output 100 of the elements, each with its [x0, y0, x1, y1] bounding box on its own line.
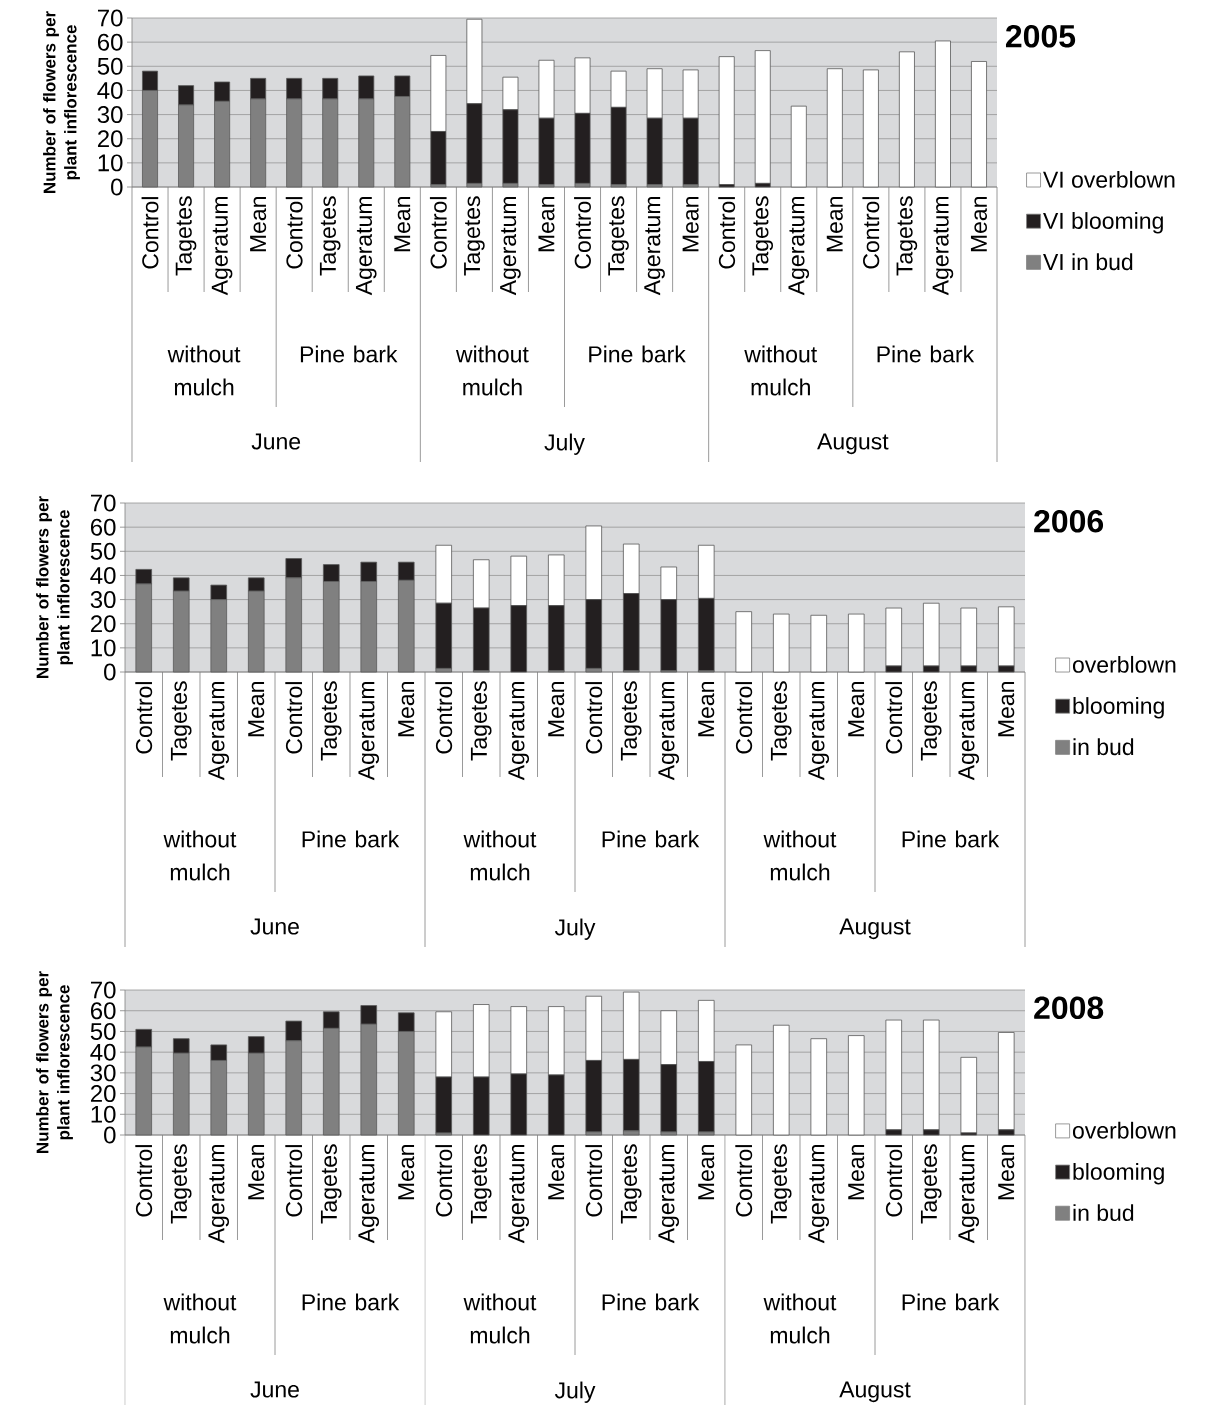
x-tick-label: Mean: [998, 1145, 1015, 1200]
x-tick-label: Control: [285, 197, 303, 269]
text: Pine bark: [589, 345, 686, 363]
y-tick-label: 10: [91, 639, 116, 657]
chart-title: 2008: [1034, 996, 1104, 1020]
x-tick-label: Mean: [548, 682, 565, 737]
y-axis-title: Number of flowers per plant inflorescence: [43, 11, 80, 193]
text: August: [839, 1381, 911, 1403]
x-tick-label: Ageratum: [808, 682, 830, 781]
x-tick-label: Control: [585, 1145, 603, 1217]
text: July: [554, 1381, 596, 1403]
text: Pine bark: [302, 830, 400, 848]
x-tick-label: Control: [735, 682, 753, 754]
text: without mulch: [463, 1293, 537, 1344]
x-tick-label: Tagetes: [470, 681, 492, 761]
y-tick-label: 30: [90, 1064, 116, 1082]
legend-label: blooming: [1073, 1162, 1164, 1185]
x-tick-label: Ageratum: [958, 1145, 980, 1244]
x-tick-label: Control: [862, 197, 880, 269]
bar: [826, 68, 843, 188]
bar: [754, 50, 771, 184]
bar: [898, 51, 915, 188]
y-tick-label: 40: [90, 566, 116, 584]
y-tick-label: 60: [90, 1002, 116, 1020]
bar: [971, 61, 987, 188]
x-tick-label: Mean: [394, 197, 411, 252]
x-tick-label: Mean: [970, 197, 987, 252]
x-tick-label: Tagetes: [896, 196, 918, 276]
x-tick-label: Control: [429, 197, 447, 269]
legend-label: overblown: [1072, 655, 1176, 673]
bar: [847, 613, 865, 673]
legend-label: VI in bud: [1043, 253, 1133, 271]
x-tick-label: Ageratum: [500, 197, 521, 296]
x-tick-label: Control: [285, 682, 303, 754]
y-tick-label: 20: [90, 615, 116, 633]
y-tick-label: 40: [90, 1043, 116, 1061]
x-tick-label: Control: [435, 1145, 453, 1217]
x-tick-label: Ageratum: [358, 1145, 380, 1244]
x-tick-label: Mean: [826, 197, 843, 252]
y-tick-label: 60: [90, 518, 116, 536]
y-tick-label: 10: [98, 154, 123, 172]
bar: [790, 105, 807, 188]
x-tick-label: Mean: [250, 197, 267, 252]
x-tick-label: Ageratum: [211, 197, 233, 296]
y-tick-label: 0: [104, 1126, 116, 1144]
bar: [735, 1044, 753, 1136]
bar: [810, 614, 828, 673]
text: Pine bark: [602, 830, 700, 848]
x-tick-label: Tagetes: [170, 681, 192, 761]
y-tick-label: 0: [111, 178, 123, 196]
x-tick-label: Tagetes: [620, 681, 642, 761]
text: without mulch: [163, 1293, 237, 1344]
text: without mulch: [763, 1293, 837, 1344]
text: Pine bark: [877, 345, 975, 363]
x-tick-label: Tagetes: [470, 1144, 492, 1224]
y-tick-label: 50: [90, 542, 116, 560]
text: August: [839, 918, 911, 940]
bar: [960, 1056, 978, 1134]
y-tick-label: 70: [90, 981, 116, 999]
bar: [772, 613, 790, 673]
x-tick-label: Control: [574, 197, 591, 269]
x-tick-label: Control: [885, 682, 903, 754]
x-tick-label: Ageratum: [658, 682, 680, 781]
x-tick-label: Mean: [998, 682, 1015, 737]
bar: [934, 40, 951, 188]
x-tick-label: Tagetes: [620, 1144, 642, 1224]
text: without mulch: [463, 830, 537, 881]
x-tick-label: Mean: [538, 197, 555, 252]
y-axis-title: Number of flowers per plant inflorescence: [36, 496, 73, 678]
chart-title: 2006: [1034, 509, 1104, 533]
x-tick-label: Tagetes: [175, 196, 197, 276]
x-tick-label: Ageratum: [658, 1145, 680, 1244]
x-tick-label: Ageratum: [958, 682, 980, 781]
chart-title: 2005: [1005, 24, 1076, 48]
bar: [718, 56, 735, 185]
y-tick-label: 50: [97, 57, 123, 75]
x-tick-label: Tagetes: [319, 196, 341, 276]
legend-label: in bud: [1073, 738, 1134, 756]
x-tick-label: Mean: [698, 682, 715, 737]
y-tick-label: 30: [97, 106, 123, 124]
x-tick-label: Ageratum: [208, 1145, 230, 1244]
text: June: [250, 918, 299, 935]
x-tick-label: Ageratum: [644, 197, 665, 296]
text: without mulch: [763, 830, 837, 881]
x-tick-label: Ageratum: [358, 682, 380, 781]
legend-label: blooming: [1073, 697, 1164, 719]
x-tick-label: Mean: [398, 682, 415, 737]
x-tick-label: Tagetes: [320, 681, 342, 761]
x-tick-label: Control: [735, 1145, 753, 1217]
bar: [862, 69, 879, 188]
x-tick-label: Mean: [848, 682, 865, 737]
text: without mulch: [455, 345, 529, 396]
x-tick-label: Control: [135, 682, 153, 754]
x-tick-label: Ageratum: [355, 197, 377, 296]
x-tick-label: Tagetes: [770, 681, 792, 761]
y-tick-label: 0: [104, 663, 116, 681]
bar: [735, 611, 753, 673]
y-tick-label: 30: [90, 591, 116, 609]
x-tick-label: Ageratum: [932, 197, 954, 296]
x-tick-label: Tagetes: [608, 196, 629, 276]
